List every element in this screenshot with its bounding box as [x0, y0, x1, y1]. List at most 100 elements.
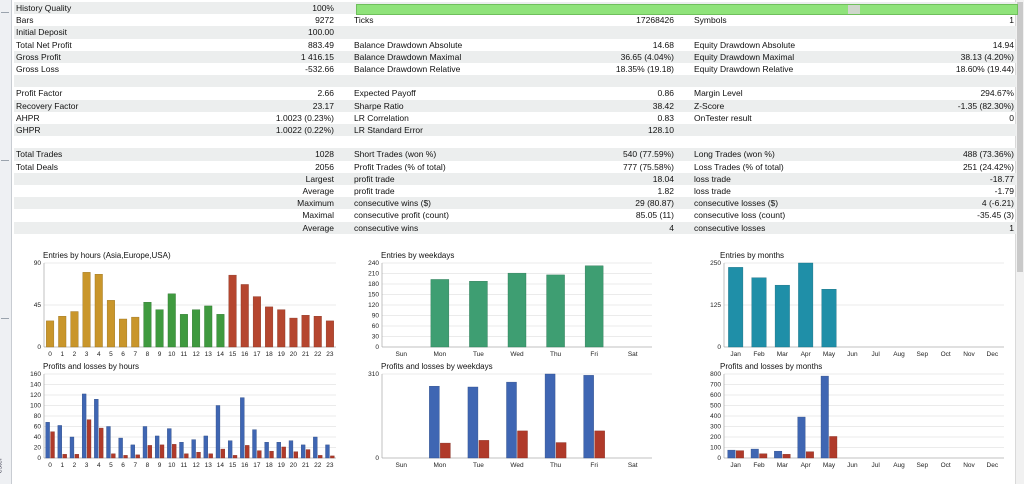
entries-bar — [277, 309, 286, 348]
vertical-scrollbar[interactable] — [1015, 0, 1024, 484]
entries-bar — [430, 279, 450, 348]
x-tick-label: Oct — [941, 351, 951, 358]
profit-bar — [227, 440, 233, 459]
x-tick-label: Tue — [473, 462, 484, 469]
profit-bar — [118, 437, 123, 459]
x-tick-label: Sep — [917, 462, 929, 469]
y-tick-label: 60 — [34, 424, 42, 431]
entries-bar — [301, 315, 310, 348]
stat-value: 883.49 — [308, 39, 334, 50]
entries-bar — [313, 315, 322, 348]
x-tick-label: 15 — [229, 351, 237, 358]
entries-bar — [179, 314, 188, 348]
toolbox-resize-handle[interactable] — [2, 0, 9, 484]
stat-label: OnTester result — [694, 112, 752, 123]
x-tick-label: Dec — [987, 462, 999, 469]
entries-bar — [143, 302, 152, 348]
stat-label: Sharpe Ratio — [354, 100, 404, 111]
stat-value: 17268426 — [636, 15, 674, 26]
profit-bar — [820, 375, 829, 459]
stat-value: Largest — [305, 173, 334, 184]
stat-label: loss trade — [694, 173, 731, 184]
handle-grip-mark — [1, 318, 9, 319]
x-tick-label: 2 — [73, 462, 77, 469]
toolbox-tab-label[interactable]: ester — [0, 457, 4, 474]
loss-bar — [245, 445, 250, 459]
x-tick-label: 5 — [109, 462, 113, 469]
x-tick-label: Oct — [941, 462, 951, 469]
y-tick-label: 125 — [710, 302, 721, 309]
y-tick-label: 0 — [37, 455, 41, 462]
x-tick-label: 15 — [229, 462, 237, 469]
entries-bar — [155, 309, 164, 348]
entries-bar — [546, 274, 565, 348]
x-tick-label: Mar — [777, 351, 789, 358]
profit-bar — [506, 381, 517, 459]
stat-label: Gross Loss — [16, 64, 59, 74]
entries-bar — [798, 262, 814, 348]
loss-bar — [305, 449, 311, 459]
x-tick-label: May — [823, 462, 836, 469]
stat-value: 1 — [1009, 15, 1014, 26]
x-tick-label: Jul — [872, 351, 881, 358]
loss-bar — [159, 444, 165, 459]
stat-value: 100.00 — [308, 27, 334, 38]
y-tick-label: 100 — [710, 445, 721, 452]
x-tick-label: Mon — [434, 351, 447, 358]
stat-label: consecutive losses — [694, 222, 766, 233]
stat-value: 128.10 — [648, 125, 674, 135]
x-tick-label: Wed — [510, 462, 524, 469]
stat-label: profit trade — [354, 173, 395, 184]
x-tick-label: 19 — [278, 462, 286, 469]
entries-bar — [204, 305, 213, 348]
y-tick-label: 800 — [710, 371, 721, 378]
x-tick-label: 22 — [314, 351, 322, 358]
profit-bar — [276, 442, 281, 459]
x-tick-label: Jul — [872, 462, 881, 469]
y-tick-label: 60 — [372, 323, 380, 330]
y-tick-label: 250 — [710, 260, 721, 267]
stat-value: Maximum — [297, 198, 334, 209]
loss-bar — [172, 444, 177, 459]
x-tick-label: 10 — [168, 351, 176, 358]
y-tick-label: 600 — [710, 392, 721, 399]
stat-value: 0.86 — [657, 88, 674, 99]
entries-bar — [821, 289, 837, 348]
stat-label: Equity Drawdown Maximal — [694, 51, 795, 62]
scrollbar-thumb[interactable] — [1017, 2, 1023, 272]
x-tick-label: 18 — [265, 462, 273, 469]
stat-value: 0.83 — [657, 112, 674, 123]
y-tick-label: 700 — [710, 382, 721, 389]
stats-row: Maximal consecutive profit (count) 85.05 (… — [14, 209, 1016, 221]
x-tick-label: Dec — [987, 351, 999, 358]
y-tick-label: 0 — [375, 455, 379, 462]
entries-bar — [94, 274, 103, 348]
stat-label: loss trade — [694, 186, 731, 196]
loss-bar — [257, 450, 262, 459]
stat-label: GHPR — [16, 125, 41, 135]
entries-bar — [751, 277, 767, 348]
y-tick-label: 310 — [368, 371, 379, 378]
y-tick-label: 0 — [37, 344, 41, 351]
stat-value: 38.13 (4.20%) — [960, 51, 1014, 62]
profit-bar — [467, 386, 479, 459]
stats-row — [14, 136, 1016, 148]
x-tick-label: Fri — [590, 351, 598, 358]
stat-label: profit trade — [354, 186, 395, 196]
x-tick-label: Sun — [395, 462, 407, 469]
y-tick-label: 240 — [368, 260, 379, 267]
entries-bar — [469, 281, 488, 348]
y-tick-label: 160 — [30, 371, 41, 378]
chart-svg: 250 125 0 Jan Feb Mar Apr May Jun Jul Aug Sep Oct Nov… — [710, 260, 1004, 358]
stat-label: Gross Profit — [16, 51, 61, 62]
side-toolbox-strip[interactable]: ester — [0, 0, 12, 484]
stat-label: LR Correlation — [354, 112, 409, 123]
y-tick-label: 0 — [717, 344, 721, 351]
stats-row: Total Deals 2056 Profit Trades (% of total… — [14, 161, 1016, 173]
x-tick-label: 16 — [241, 351, 249, 358]
x-tick-label: Sat — [628, 462, 638, 469]
x-tick-label: Jun — [847, 462, 858, 469]
chart-title: Profits and losses by months — [720, 362, 823, 371]
stat-value: -532.66 — [305, 64, 334, 74]
x-tick-label: 8 — [146, 462, 150, 469]
